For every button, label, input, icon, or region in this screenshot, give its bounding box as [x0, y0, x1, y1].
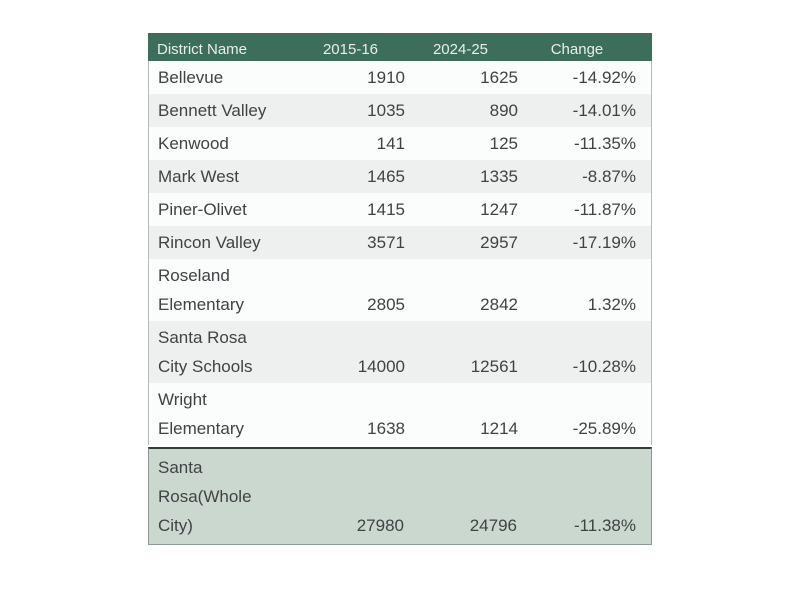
table-row: Bellevue 1910 1625 -14.92%: [149, 61, 651, 94]
change-cell: -11.35%: [573, 134, 636, 153]
change-cell: -14.92%: [572, 68, 636, 87]
summary-2015-16-cell: 27980: [356, 516, 404, 535]
summary-row: Santa Rosa(Whole City) 27980 24796 -11.3…: [149, 449, 651, 544]
district-name-cell: Piner-Olivet: [158, 200, 247, 219]
summary-2024-25-cell: 24796: [469, 516, 517, 535]
table-body: Bellevue 1910 1625 -14.92% Bennett Valley 103…: [148, 61, 652, 445]
table-row: Rincon Valley 3571 2957 -17.19%: [149, 226, 651, 259]
column-header-change: Change: [550, 41, 604, 58]
2015-16-cell: 1465: [367, 167, 405, 186]
2024-25-cell: 12561: [470, 357, 518, 376]
2024-25-cell: 1214: [480, 419, 518, 438]
2015-16-cell: 1035: [367, 101, 405, 120]
summary-change-cell: -11.38%: [573, 516, 636, 535]
change-cell: -11.87%: [573, 200, 636, 219]
2015-16-cell: 1415: [367, 200, 405, 219]
change-cell: -17.19%: [572, 233, 636, 252]
2015-16-cell: 3571: [367, 233, 405, 252]
summary-row-container: Santa Rosa(Whole City) 27980 24796 -11.3…: [148, 447, 652, 545]
enrollment-table: District Name 2015-16 2024-25 Change Bel…: [148, 33, 652, 545]
district-name-cell: Santa Rosa City Schools: [158, 328, 253, 376]
change-cell: -8.87%: [582, 167, 636, 186]
change-cell: -25.89%: [572, 419, 636, 438]
district-name-cell: Kenwood: [158, 134, 229, 153]
column-header-2015-16: 2015-16: [322, 41, 379, 58]
district-name-cell: Rincon Valley: [158, 233, 261, 252]
district-name-cell: Bellevue: [158, 68, 224, 87]
change-cell: 1.32%: [587, 295, 636, 314]
2015-16-cell: 1638: [367, 419, 405, 438]
district-name-cell: Mark West: [158, 167, 239, 186]
table-row: Wright Elementary 1638 1214 -25.89%: [149, 383, 651, 445]
2024-25-cell: 125: [489, 134, 518, 153]
2015-16-cell: 141: [376, 134, 405, 153]
table-row: Mark West 1465 1335 -8.87%: [149, 160, 651, 193]
change-cell: -10.28%: [572, 357, 636, 376]
table-row: Roseland Elementary 2805 2842 1.32%: [149, 259, 651, 321]
2015-16-cell: 14000: [357, 357, 405, 376]
district-name-cell: Roseland Elementary: [158, 266, 244, 314]
change-cell: -14.01%: [572, 101, 636, 120]
2015-16-cell: 1910: [367, 68, 405, 87]
table-header-row: District Name 2015-16 2024-25 Change: [148, 33, 652, 61]
column-header-2024-25: 2024-25: [432, 41, 489, 58]
district-name-cell: Bennett Valley: [158, 101, 267, 120]
summary-district-name-cell: Santa Rosa(Whole City): [158, 458, 252, 535]
table-row: Piner-Olivet 1415 1247 -11.87%: [149, 193, 651, 226]
2015-16-cell: 2805: [367, 295, 405, 314]
2024-25-cell: 1625: [480, 68, 518, 87]
2024-25-cell: 1335: [480, 167, 518, 186]
column-header-district-name: District Name: [157, 41, 248, 58]
2024-25-cell: 890: [489, 101, 518, 120]
2024-25-cell: 2842: [480, 295, 518, 314]
2024-25-cell: 2957: [480, 233, 518, 252]
table-row: Bennett Valley 1035 890 -14.01%: [149, 94, 651, 127]
table-row: Kenwood 141 125 -11.35%: [149, 127, 651, 160]
2024-25-cell: 1247: [480, 200, 518, 219]
table-row: Santa Rosa City Schools 14000 12561 -10.28%: [149, 321, 651, 383]
district-name-cell: Wright Elementary: [158, 390, 244, 438]
